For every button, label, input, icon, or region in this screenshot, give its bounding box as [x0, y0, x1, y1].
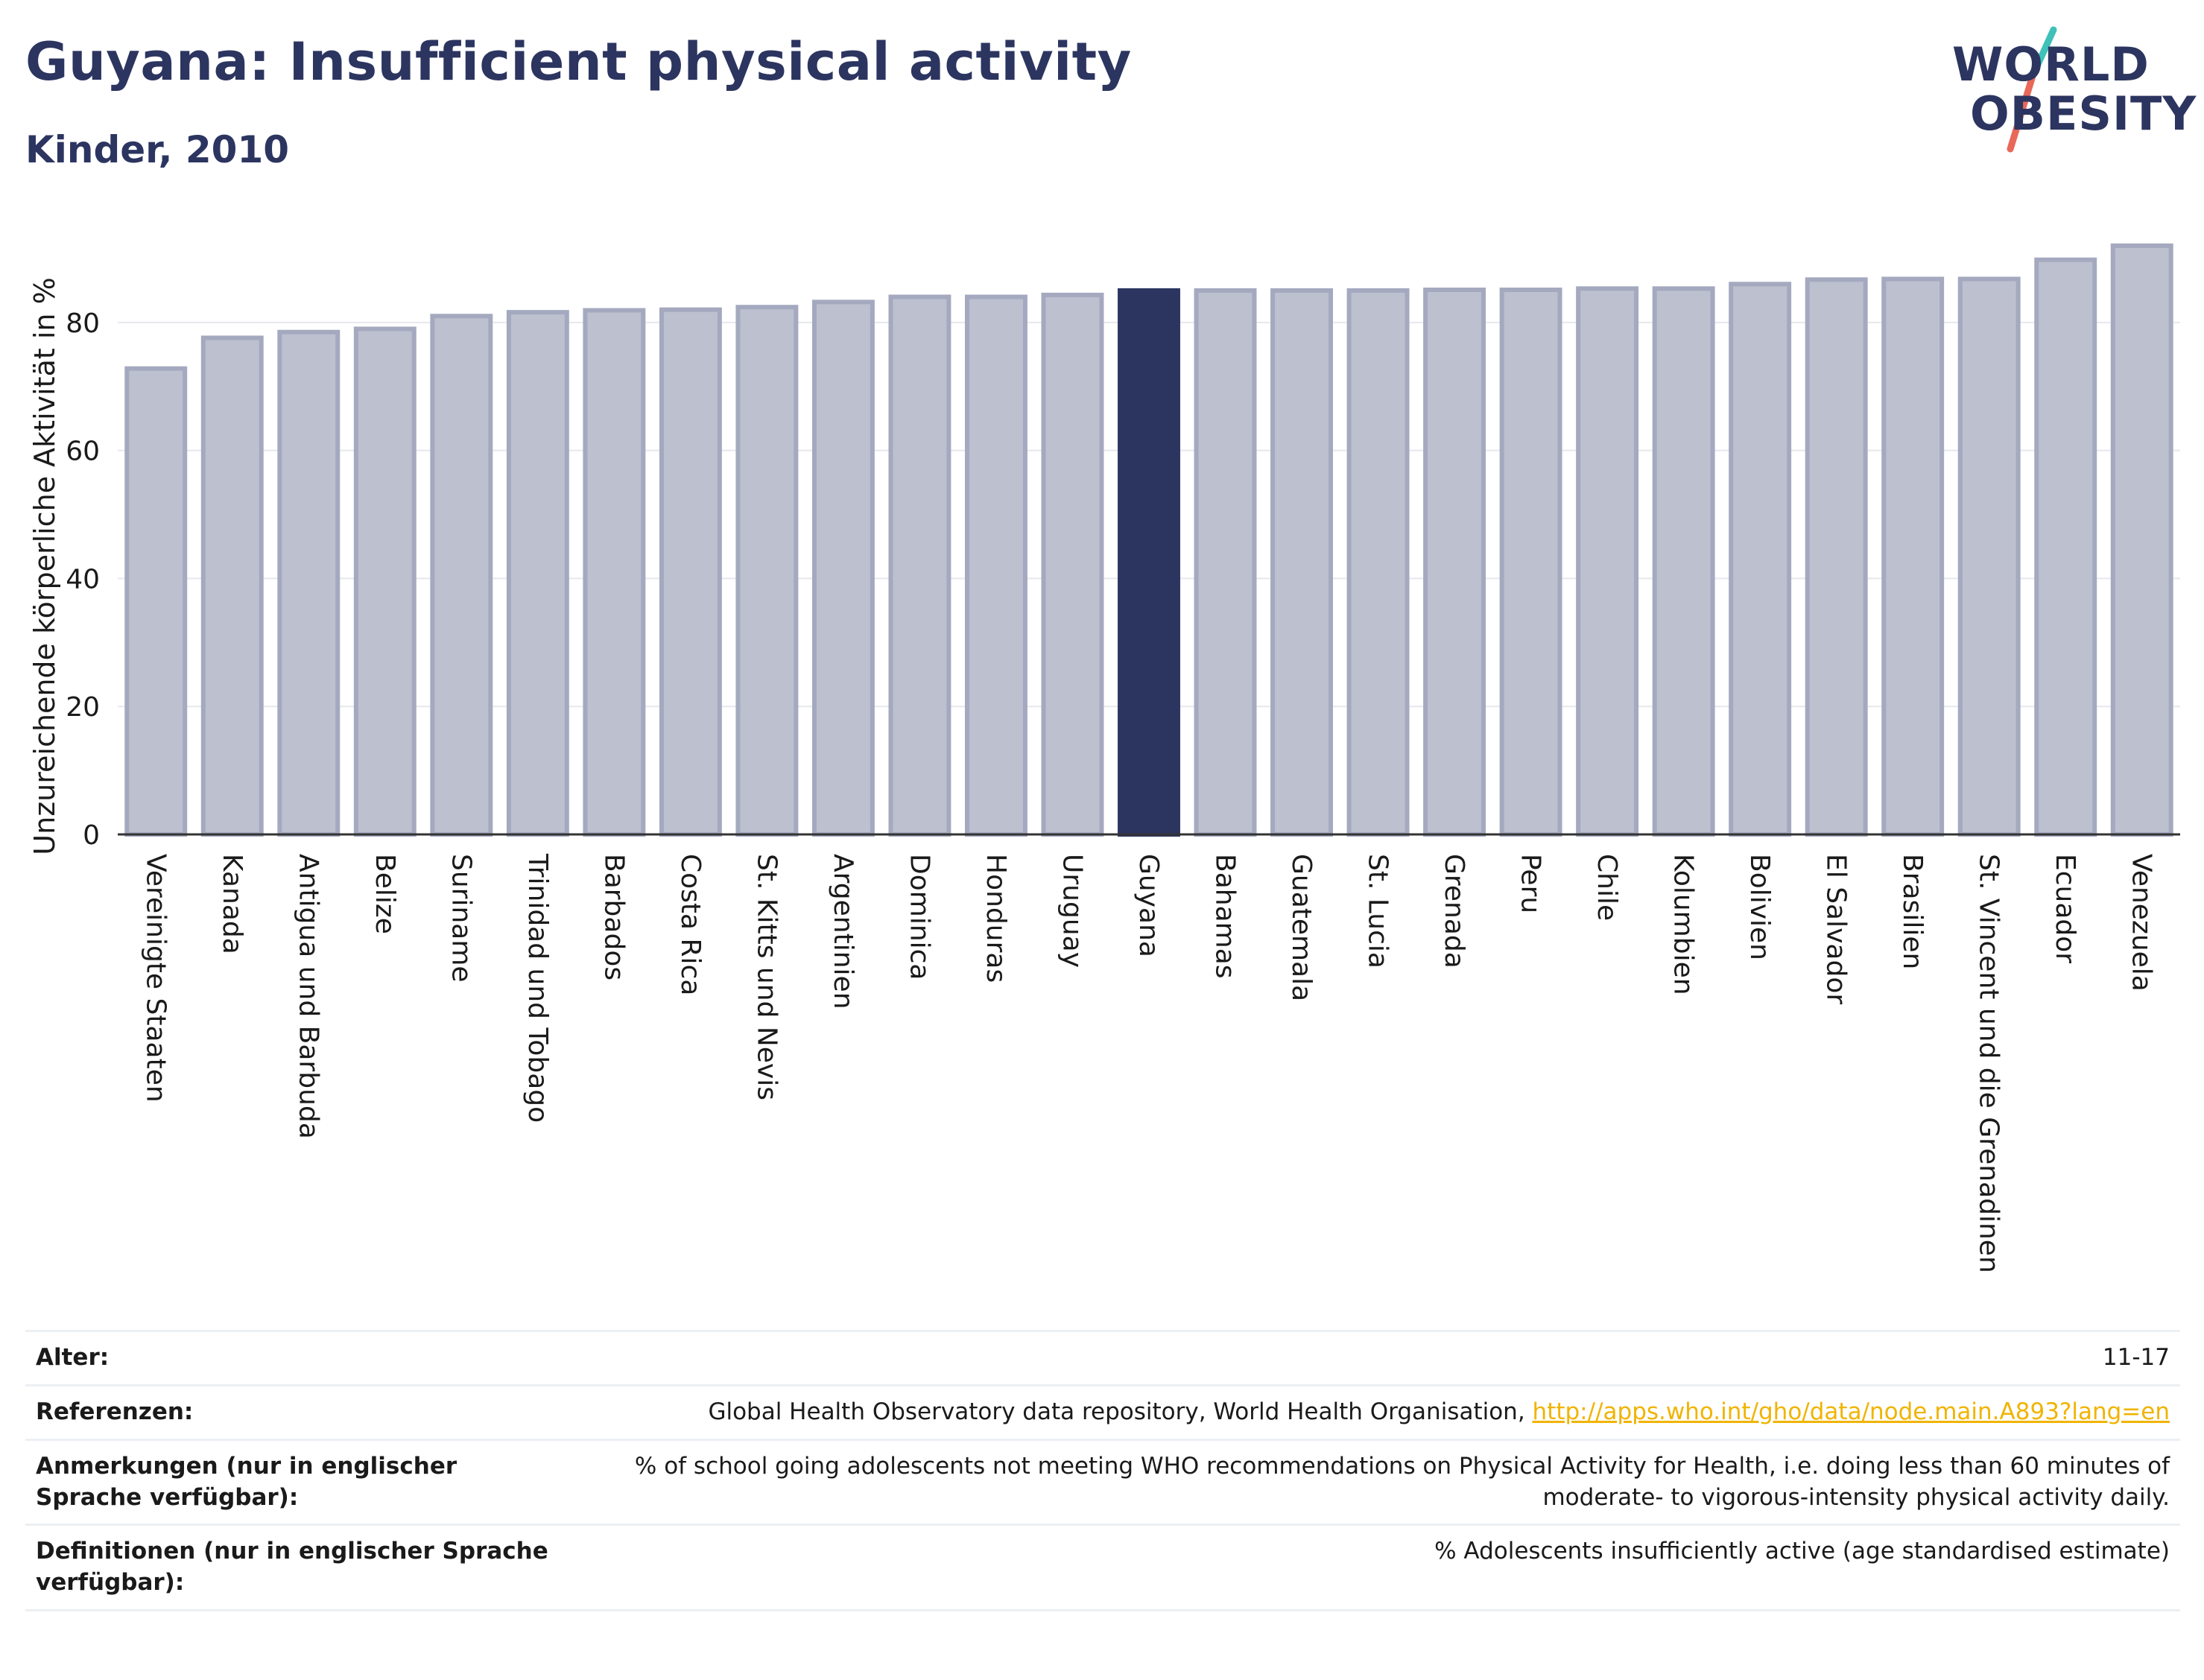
x-tick-label: Kanada	[217, 854, 247, 954]
x-tick-label: Grenada	[1439, 854, 1469, 969]
meta-value: % of school going adolescents not meetin…	[634, 1452, 2170, 1511]
x-tick-label: Bolivien	[1744, 854, 1775, 960]
bar	[1194, 288, 1257, 837]
x-tick-label: Trinidad und Tobago	[522, 853, 553, 1123]
x-tick-label: Ecuador	[2050, 854, 2080, 963]
x-tick-label: Uruguay	[1057, 854, 1087, 968]
bar	[1805, 277, 1868, 837]
x-tick-label: Argentinien	[828, 854, 858, 1009]
bar	[888, 294, 951, 837]
y-tick-label: 20	[66, 692, 100, 723]
meta-row-age: Alter: 11-17	[25, 1331, 2180, 1386]
x-tick-label: Dominica	[904, 854, 934, 980]
meta-value: 11-17	[2102, 1344, 2170, 1371]
x-tick-label: Bahamas	[1210, 854, 1241, 979]
bar	[353, 326, 417, 837]
meta-key: Definitionen (nur in englischer Sprache …	[36, 1538, 548, 1597]
chart-title: Guyana: Insufficient physical activity	[25, 31, 1132, 92]
logo-word-obesity: OBESITY	[1970, 86, 2197, 141]
y-tick-label: 40	[66, 564, 100, 595]
x-tick-label: Belize	[370, 854, 400, 934]
meta-key: Anmerkungen (nur in englischer Sprache v…	[36, 1452, 457, 1511]
bar	[1729, 282, 1792, 837]
meta-key: Referenzen:	[36, 1398, 194, 1425]
reference-text: Global Health Observatory data repositor…	[708, 1398, 1533, 1425]
bar	[430, 314, 493, 837]
meta-value: Global Health Observatory data repositor…	[568, 1385, 2180, 1439]
y-tick-label: 0	[83, 820, 100, 851]
x-tick-label: Venezuela	[2127, 854, 2157, 992]
x-tick-label: St. Vincent und die Grenadinen	[1974, 854, 2004, 1273]
x-tick-label: Guatemala	[1286, 854, 1317, 1001]
world-obesity-logo: WORLD OBESITY	[1937, 21, 2196, 155]
bar	[1499, 288, 1562, 837]
meta-value: % Adolescents insufficiently active (age…	[1434, 1538, 2170, 1565]
metadata-table: Alter: 11-17 Referenzen: Global Health O…	[25, 1330, 2180, 1611]
bar	[277, 329, 341, 837]
logo-word-world: WORLD	[1952, 37, 2150, 92]
bar	[2110, 243, 2173, 837]
x-tick-label: Barbados	[598, 854, 629, 980]
bar	[506, 310, 569, 837]
chart-subtitle: Kinder, 2010	[25, 128, 290, 171]
bar	[1881, 276, 1945, 837]
logo-slash-icon	[2007, 26, 2057, 153]
bar	[1270, 288, 1333, 837]
x-tick-label: El Salvador	[1821, 854, 1852, 1004]
bar	[1576, 286, 1639, 837]
x-tick-label: Peru	[1516, 854, 1546, 913]
bar	[1118, 288, 1180, 837]
bar	[200, 335, 264, 837]
meta-row-references: Referenzen: Global Health Observatory da…	[25, 1385, 2180, 1439]
x-tick-label: Costa Rica	[675, 854, 706, 995]
bar	[2034, 257, 2097, 837]
bar-chart: 0 20 40 60 80 Vereinigte Staaten Kanada Antigua…	[66, 243, 2180, 1273]
y-tick-label: 80	[66, 308, 100, 339]
bar	[124, 366, 188, 837]
bar	[659, 307, 722, 837]
meta-row-notes: Anmerkungen (nur in englischer Sprache v…	[25, 1439, 2180, 1525]
x-tick-label: Guyana	[1133, 854, 1164, 957]
bar	[1423, 288, 1486, 837]
x-tick-label: Honduras	[981, 854, 1011, 983]
x-tick-label: Suriname	[446, 854, 476, 983]
bar	[735, 305, 799, 837]
x-tick-label: Antigua und Barbuda	[293, 854, 323, 1139]
reference-link[interactable]: http://apps.who.int/gho/data/node.main.A…	[1532, 1398, 2170, 1425]
meta-row-definitions: Definitionen (nur in englischer Sprache …	[25, 1524, 2180, 1611]
y-tick-label: 60	[66, 437, 100, 467]
x-tick-label: Kolumbien	[1668, 854, 1699, 995]
bar	[1957, 276, 2021, 837]
bar	[811, 299, 875, 837]
bar	[1041, 292, 1104, 837]
x-tick-label: Vereinigte Staaten	[140, 854, 171, 1103]
bar	[965, 294, 1027, 837]
bar	[1346, 288, 1410, 837]
meta-key: Alter:	[36, 1344, 110, 1371]
x-tick-label: Chile	[1592, 854, 1622, 921]
x-tick-label: St. Lucia	[1363, 854, 1393, 969]
x-tick-label: St. Kitts und Nevis	[751, 854, 782, 1100]
bar	[583, 308, 646, 837]
x-tick-label: Brasilien	[1897, 854, 1928, 969]
bar	[1652, 286, 1715, 837]
